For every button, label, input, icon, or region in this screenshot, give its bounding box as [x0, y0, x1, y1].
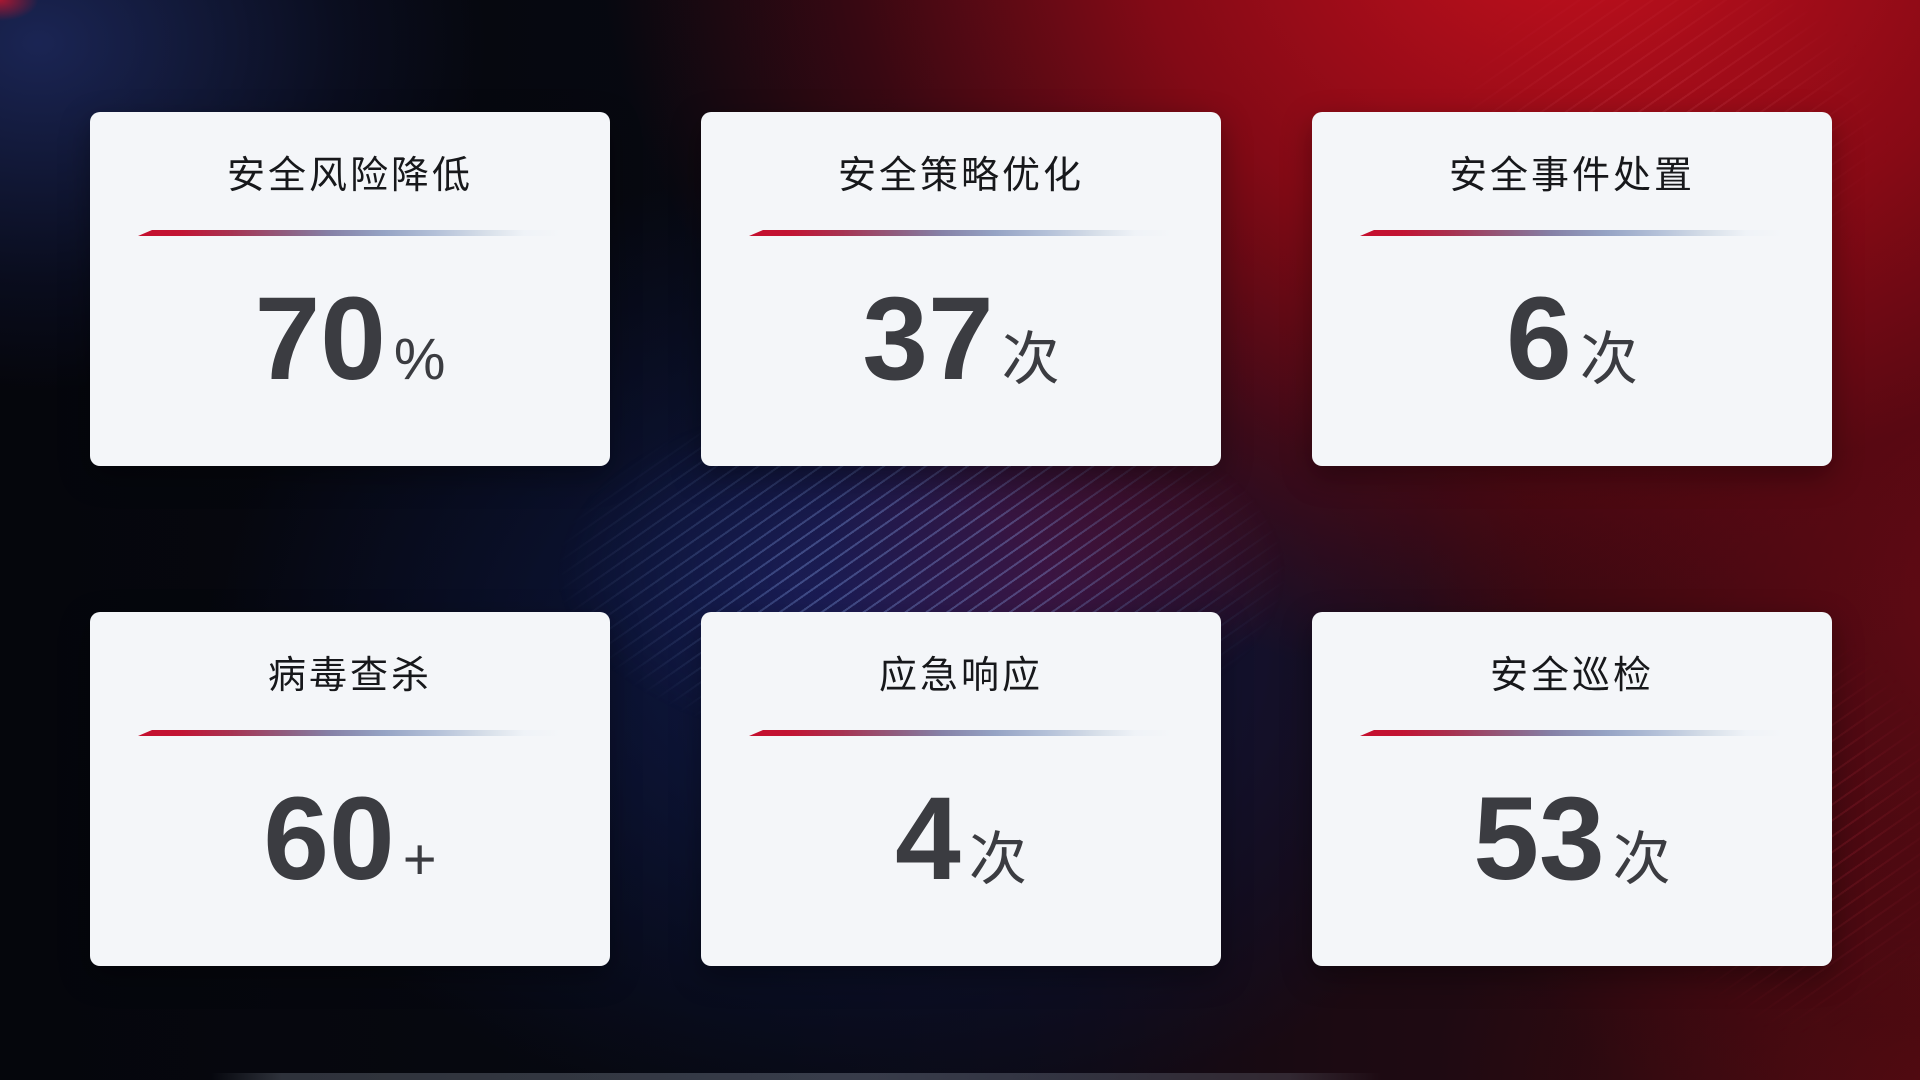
card-value: 70: [254, 273, 386, 405]
card-unit: 次: [1579, 327, 1638, 392]
card-title: 应急响应: [878, 655, 1043, 697]
gradient-divider: [749, 230, 1173, 236]
card-value: 53: [1473, 773, 1605, 905]
stat-card-policy-optimization: 安全策略优化 37 次: [701, 112, 1221, 466]
card-value-row: 70 %: [255, 280, 446, 398]
card-value-row: 4 次: [895, 780, 1027, 898]
stat-card-incident-handling: 安全事件处置 6 次: [1312, 112, 1832, 466]
stat-card-grid: 安全风险降低 70 % 安全策略优化 37 次 安全事件处置 6 次 病毒查: [90, 112, 1832, 966]
gradient-divider: [1360, 230, 1784, 236]
card-unit: 次: [1612, 827, 1671, 892]
card-unit: +: [402, 827, 437, 892]
card-unit: 次: [968, 827, 1027, 892]
card-value-row: 53 次: [1473, 780, 1670, 898]
card-value: 4: [895, 773, 961, 905]
card-title: 安全策略优化: [837, 155, 1084, 197]
gradient-divider: [1360, 730, 1784, 736]
card-title: 安全事件处置: [1448, 155, 1695, 197]
stat-card-security-inspection: 安全巡检 53 次: [1312, 612, 1832, 966]
card-value-row: 6 次: [1506, 280, 1638, 398]
card-title: 安全风险降低: [226, 155, 473, 197]
card-value-row: 37 次: [862, 280, 1059, 398]
card-title: 病毒查杀: [267, 655, 432, 697]
card-value-row: 60 +: [263, 780, 436, 898]
card-value: 6: [1506, 273, 1572, 405]
card-title: 安全巡检: [1489, 655, 1654, 697]
gradient-divider: [138, 230, 562, 236]
bottom-edge-strip: [211, 1073, 1383, 1080]
gradient-divider: [749, 730, 1173, 736]
stat-card-emergency-response: 应急响应 4 次: [701, 612, 1221, 966]
card-unit: 次: [1001, 327, 1060, 392]
stat-card-security-risk-reduction: 安全风险降低 70 %: [90, 112, 610, 466]
gradient-divider: [138, 730, 562, 736]
card-value: 37: [862, 273, 994, 405]
card-value: 60: [263, 773, 395, 905]
card-unit: %: [393, 327, 446, 392]
stat-card-virus-scan: 病毒查杀 60 +: [90, 612, 610, 966]
